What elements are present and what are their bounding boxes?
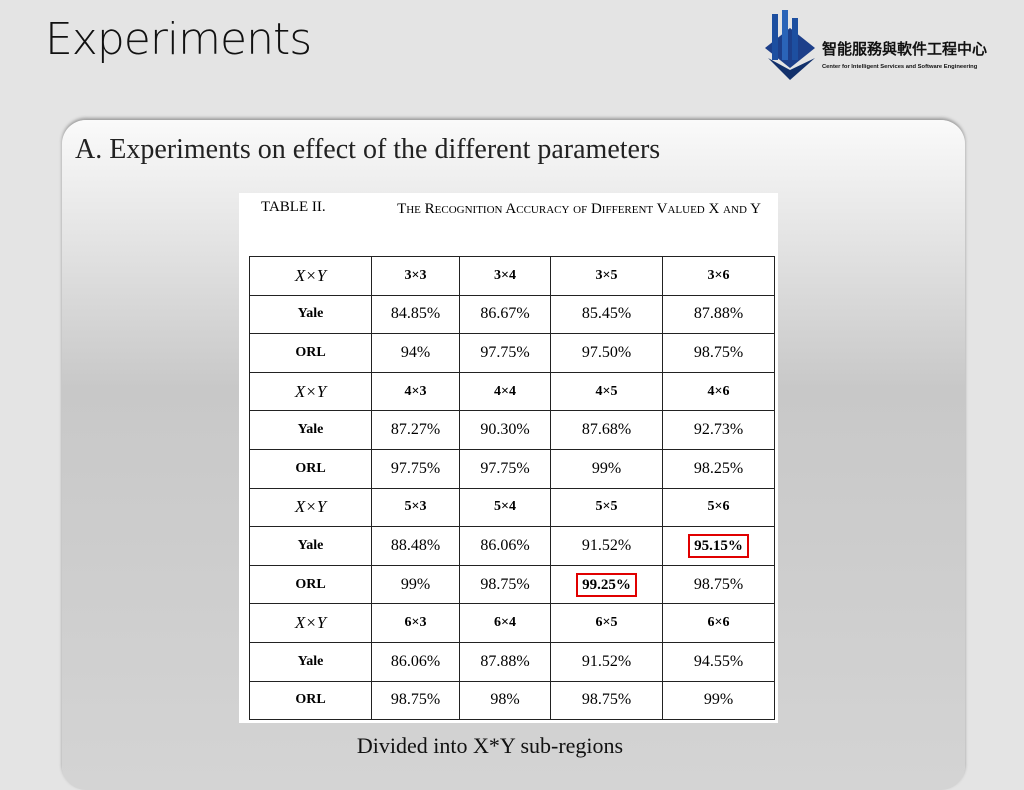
table-cell: 85.45% [550,294,663,335]
table-row: ORL 99% 98.75% 99.25% 98.75% [249,564,775,605]
table-cell: X×Y [249,371,372,412]
section-title: A. Experiments on effect of the differen… [75,134,661,165]
table-row: Yale 88.48% 86.06% 91.52% 95.15% [249,526,775,566]
logo-mark: 智能服務與軟件工程中心 Center for Intelligent Servi… [765,10,987,80]
highlight-box: 99.25% [576,572,637,597]
table-cell: 3×3 [371,256,460,296]
table-cell: 99.25% [550,564,663,605]
table-figure: TABLE II. The Recognition Accuracy of Di… [239,193,778,723]
table-cell: 98.75% [550,680,663,721]
logo-name-en: Center for Intelligent Services and Soft… [822,64,978,70]
table-cell: 91.52% [550,641,663,682]
table-cell: 97.75% [371,448,460,489]
accuracy-table: X×Y 3×3 3×4 3×5 3×6 Yale 84.85% 86.67% 85.45% 87.… [249,256,775,721]
table-cell: ORL [249,680,372,721]
table-cell: 3×6 [662,256,775,296]
table-cell: 4×4 [459,371,551,412]
footer-note: Divided into X*Y sub-regions [356,733,624,758]
table-cell: 5×6 [662,487,775,528]
table-row: ORL 97.75% 97.75% 99% 98.25% [249,448,775,489]
table-cell: 98% [459,680,551,721]
table-cell: 95.15% [662,526,775,566]
table-cell: 4×6 [662,371,775,412]
table-cell: 99% [550,448,663,489]
table-cell: 5×3 [371,487,460,528]
highlight-box: 95.15% [688,533,749,558]
table-cell: 98.75% [459,564,551,605]
table-cell: 92.73% [662,410,775,450]
table-cell: 97.75% [459,448,551,489]
table-cell: 98.75% [662,564,775,605]
table-row: X×Y 6×3 6×4 6×5 6×6 [249,603,775,643]
table-cell: 94% [371,333,460,373]
table-cell: 99% [662,680,775,721]
table-cell: 84.85% [371,294,460,335]
table-cell: Yale [249,641,372,682]
table-cell: 87.88% [459,641,551,682]
table-row: Yale 84.85% 86.67% 85.45% 87.88% [249,294,775,335]
table-cell: 5×5 [550,487,663,528]
table-row: Yale 86.06% 87.88% 91.52% 94.55% [249,641,775,682]
table-cell: 4×5 [550,371,663,412]
table-label: TABLE II. [261,199,326,215]
slide-title: Experiments [45,14,312,65]
table-cell: 98.25% [662,448,775,489]
table-cell: X×Y [249,256,372,296]
table-cell: Yale [249,410,372,450]
table-caption: The Recognition Accuracy of Different Va… [397,201,761,217]
table-cell: Yale [249,526,372,566]
table-cell: 3×4 [459,256,551,296]
table-cell: X×Y [249,487,372,528]
table-cell: 87.27% [371,410,460,450]
table-cell: 91.52% [550,526,663,566]
table-cell: 94.55% [662,641,775,682]
table-cell: 97.50% [550,333,663,373]
table-cell: ORL [249,448,372,489]
logo: 智能服務與軟件工程中心 Center for Intelligent Servi… [760,8,1020,89]
table-cell: ORL [249,564,372,605]
table-cell: 87.68% [550,410,663,450]
table-row: ORL 98.75% 98% 98.75% 99% [249,680,775,721]
table-cell: Yale [249,294,372,335]
table-cell: 6×5 [550,603,663,643]
table-cell: ORL [249,333,372,373]
table-cell: 98.75% [662,333,775,373]
table-cell: 90.30% [459,410,551,450]
table-row: X×Y 3×3 3×4 3×5 3×6 [249,256,775,296]
logo-name-zh: 智能服務與軟件工程中心 [822,40,987,58]
table-cell: 86.06% [459,526,551,566]
table-row: ORL 94% 97.75% 97.50% 98.75% [249,333,775,373]
table-row: Yale 87.27% 90.30% 87.68% 92.73% [249,410,775,450]
table-cell: 86.06% [371,641,460,682]
table-cell: 87.88% [662,294,775,335]
table-cell: 98.75% [371,680,460,721]
table-cell: X×Y [249,603,372,643]
table-cell: 97.75% [459,333,551,373]
table-cell: 99% [371,564,460,605]
table-row: X×Y 4×3 4×4 4×5 4×6 [249,371,775,412]
table-cell: 6×3 [371,603,460,643]
slide: Experiments 智能服務與軟件工程中心 Center for Intel… [45,8,1020,790]
table-row: X×Y 5×3 5×4 5×5 5×6 [249,487,775,528]
table-cell: 86.67% [459,294,551,335]
table-cell: 4×3 [371,371,460,412]
table-cell: 5×4 [459,487,551,528]
table-cell: 6×4 [459,603,551,643]
table-cell: 6×6 [662,603,775,643]
table-cell: 88.48% [371,526,460,566]
table-cell: 3×5 [550,256,663,296]
